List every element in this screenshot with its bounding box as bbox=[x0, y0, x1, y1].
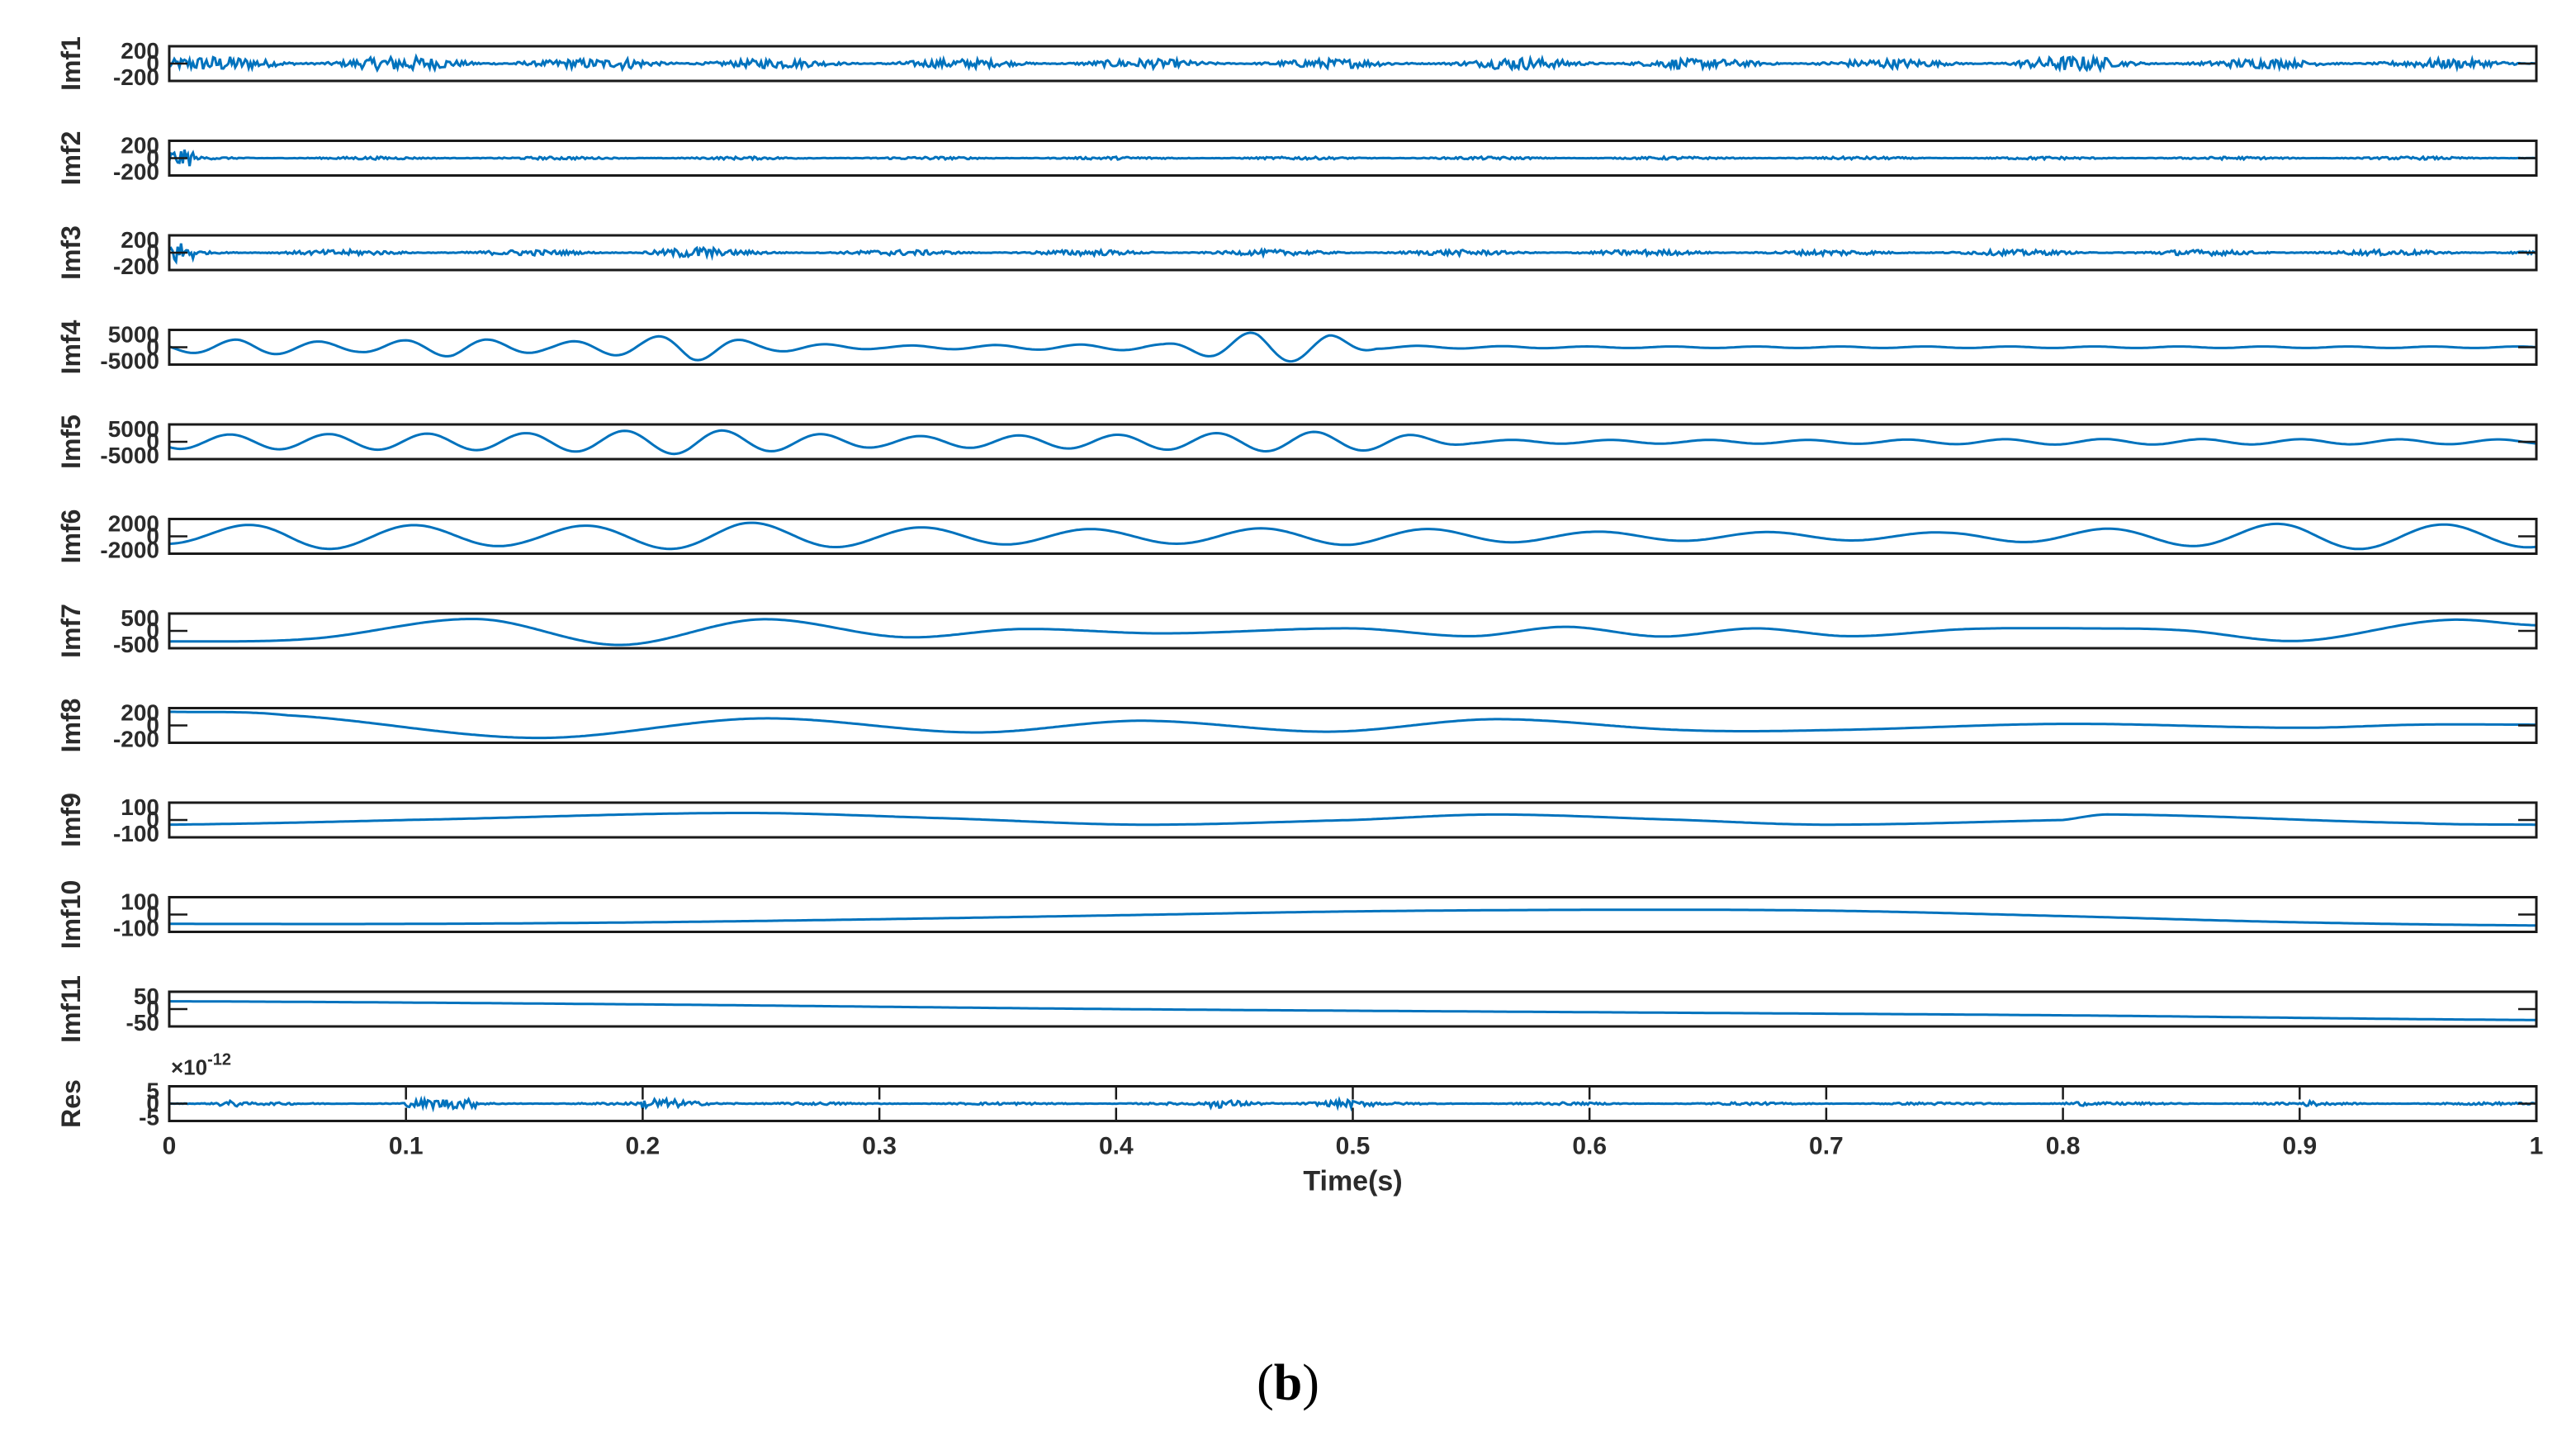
axes-box bbox=[168, 990, 2538, 1028]
ytick-label: -5000 bbox=[100, 348, 159, 374]
ytick-label: 200 bbox=[121, 227, 159, 253]
ytick-label: 100 bbox=[121, 889, 159, 915]
caption-letter: b bbox=[1273, 1355, 1303, 1411]
panel-imf3: 2000-200 Imf3 bbox=[56, 225, 2538, 280]
x-axis-label: Time(s) bbox=[1303, 1166, 1402, 1197]
ylabel-imf2: Imf2 bbox=[56, 131, 86, 186]
ytick-label: 100 bbox=[121, 794, 159, 820]
ytick-label: 0 bbox=[146, 902, 159, 927]
figure-caption: (b) bbox=[0, 1354, 2576, 1413]
axes-box bbox=[168, 896, 2538, 933]
panel-imf11: 500-50 Imf11 bbox=[56, 975, 2538, 1043]
x-axis: 0 0.1 0.2 0.3 0.4 0.5 0.6 0.7 0.8 0.9 1 Time(s) bbox=[163, 1133, 2544, 1197]
xtick-label: 0.7 bbox=[1809, 1133, 1844, 1160]
ytick-label: 5000 bbox=[108, 416, 159, 442]
imf-panels: 2000-200Imf12000-200Imf22000-200Imf35000… bbox=[56, 36, 2538, 1130]
xtick-label: 0.6 bbox=[1572, 1133, 1607, 1160]
ytick-label: 0 bbox=[146, 334, 159, 360]
ytick-label: 0 bbox=[146, 145, 159, 171]
ytick-label: 200 bbox=[121, 700, 159, 726]
ylabel-imf3: Imf3 bbox=[56, 225, 86, 280]
panel-imf8: 2000-200 Imf8 bbox=[56, 699, 2538, 753]
ytick-label: 0 bbox=[146, 618, 159, 643]
ytick-label: 5 bbox=[146, 1078, 159, 1104]
ylabel-imf10: Imf10 bbox=[56, 880, 86, 950]
ylabel-imf6: Imf6 bbox=[56, 509, 86, 564]
exponent-label: ×10-12 bbox=[171, 1051, 231, 1080]
ytick-label: -200 bbox=[113, 159, 159, 185]
series-imf1 bbox=[169, 53, 2536, 73]
ylabel-imf1: Imf1 bbox=[56, 36, 86, 91]
axes-box bbox=[168, 518, 2538, 555]
ytick-label: 0 bbox=[146, 429, 159, 454]
xtick-label: 0.8 bbox=[2046, 1133, 2081, 1160]
series-imf7 bbox=[169, 618, 2536, 647]
ytick-label: -200 bbox=[113, 727, 159, 752]
series-imf2 bbox=[169, 149, 2536, 167]
xtick-label: 0.2 bbox=[626, 1133, 661, 1160]
ytick-label: 0 bbox=[146, 524, 159, 549]
ytick-label: 50 bbox=[134, 983, 159, 1009]
series-imf3 bbox=[169, 243, 2536, 265]
ytick-label: -500 bbox=[113, 632, 159, 657]
ytick-label: -100 bbox=[113, 821, 159, 846]
ytick-label: 0 bbox=[146, 713, 159, 738]
panel-imf7: 5000-500 Imf7 bbox=[56, 604, 2538, 658]
panel-imf1: 2000-200 Imf1 bbox=[56, 36, 2538, 91]
ylabel-res: Res bbox=[56, 1079, 86, 1128]
ytick-label: -50 bbox=[126, 1010, 159, 1036]
ylabel-imf8: Imf8 bbox=[56, 699, 86, 753]
ytick-label: 200 bbox=[121, 133, 159, 159]
xtick-label: 0.5 bbox=[1336, 1133, 1371, 1160]
ytick-label: 0 bbox=[146, 996, 159, 1021]
ylabel-imf9: Imf9 bbox=[56, 793, 86, 847]
series-imf6 bbox=[169, 521, 2536, 551]
panel-imf2: 2000-200 Imf2 bbox=[56, 131, 2538, 186]
ytick-label: 0 bbox=[146, 1091, 159, 1116]
ylabel-imf5: Imf5 bbox=[56, 415, 86, 469]
xtick-label: 0.4 bbox=[1099, 1133, 1134, 1160]
caption-close: ) bbox=[1302, 1355, 1319, 1411]
ytick-label: -5000 bbox=[100, 443, 159, 468]
xtick-label: 0.3 bbox=[862, 1133, 897, 1160]
panel-res: 50-5 Res ×10-12 bbox=[56, 1051, 2538, 1130]
ytick-label: 0 bbox=[146, 807, 159, 832]
ytick-label: -2000 bbox=[100, 538, 159, 563]
ytick-label: 200 bbox=[121, 38, 159, 64]
ytick-label: -200 bbox=[113, 64, 159, 90]
ytick-label: 5000 bbox=[108, 322, 159, 348]
ylabel-imf4: Imf4 bbox=[56, 320, 86, 374]
series-imf10 bbox=[169, 908, 2536, 927]
xtick-label: 0 bbox=[163, 1133, 177, 1160]
series-imf5 bbox=[169, 429, 2536, 456]
ytick-label: 0 bbox=[146, 239, 159, 265]
caption-open: ( bbox=[1257, 1355, 1274, 1411]
xtick-label: 0.9 bbox=[2282, 1133, 2317, 1160]
series-imf4 bbox=[169, 331, 2536, 363]
ytick-label: -5 bbox=[139, 1105, 159, 1130]
ytick-label: 0 bbox=[146, 50, 159, 76]
ytick-label: 500 bbox=[121, 605, 159, 631]
ytick-label: -100 bbox=[113, 916, 159, 941]
ytick-label: 2000 bbox=[108, 511, 159, 537]
xtick-label: 0.1 bbox=[389, 1133, 424, 1160]
series-imf8 bbox=[169, 710, 2536, 740]
series-res bbox=[169, 1095, 2536, 1113]
series-imf11 bbox=[169, 1000, 2536, 1021]
ylabel-imf11: Imf11 bbox=[56, 975, 86, 1043]
series-imf9 bbox=[169, 812, 2536, 827]
ylabel-imf7: Imf7 bbox=[56, 604, 86, 658]
xtick-label: 1 bbox=[2530, 1133, 2544, 1160]
ytick-label: -200 bbox=[113, 254, 159, 279]
